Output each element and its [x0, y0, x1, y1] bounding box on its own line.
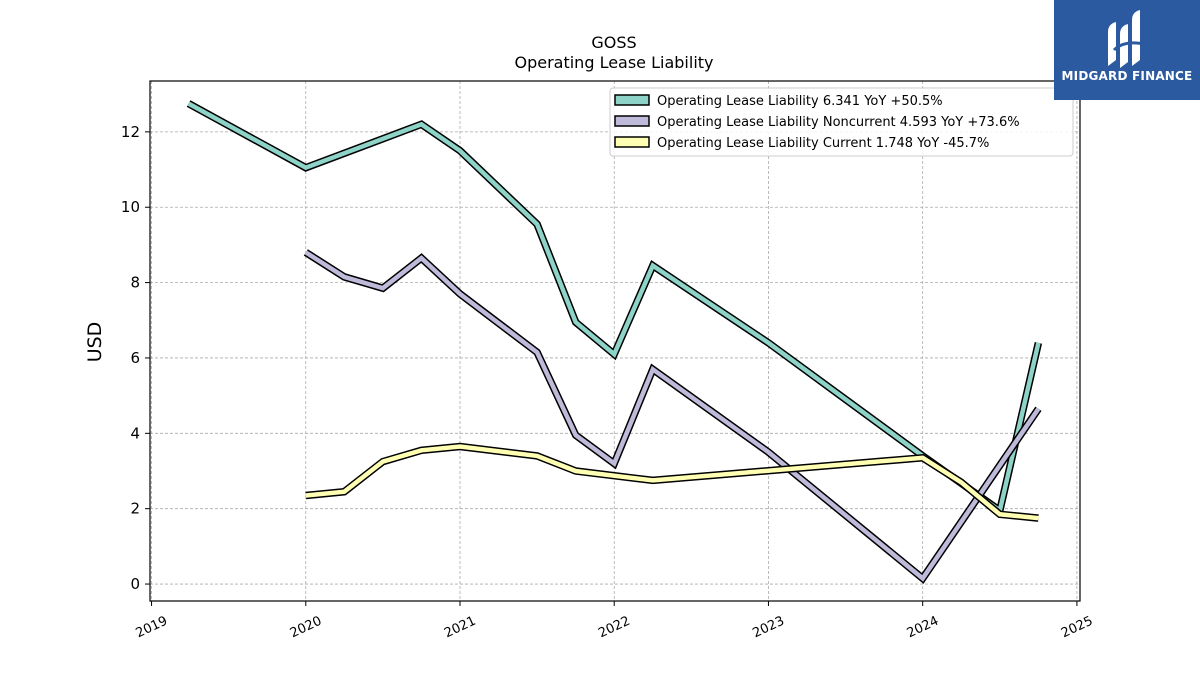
- y-tick-label: 10: [121, 198, 140, 216]
- logo-mark-icon: [1108, 10, 1145, 68]
- y-ticks: 0 2 4 6 8 10 12: [121, 123, 150, 593]
- series-layer: [186, 100, 1043, 584]
- x-ticks: 2019 2020 2021 2022 2023 2024 2025: [134, 601, 1095, 642]
- x-tick-label: 2025: [1059, 614, 1095, 642]
- y-tick-label: 12: [121, 123, 140, 141]
- y-tick-label: 0: [130, 575, 140, 593]
- series-line-outline-1: [303, 249, 1042, 584]
- x-tick-label: 2020: [288, 614, 324, 642]
- brand-name: MIDGARD FINANCE: [1061, 69, 1193, 83]
- chart-subtitle: Operating Lease Liability: [514, 53, 713, 72]
- brand-logo: MIDGARD FINANCE: [1054, 0, 1200, 100]
- y-tick-label: 4: [130, 424, 140, 442]
- series-line-1: [304, 250, 1041, 582]
- legend-label-1: Operating Lease Liability Noncurrent 4.5…: [657, 115, 1020, 130]
- legend-label-2: Operating Lease Liability Current 1.748 …: [657, 136, 989, 151]
- series-line-0: [187, 101, 1041, 515]
- series-line-outline-2: [305, 442, 1039, 522]
- legend-label-0: Operating Lease Liability 6.341 YoY +50.…: [657, 94, 943, 109]
- y-tick-label: 8: [130, 274, 140, 292]
- y-tick-label: 2: [130, 500, 140, 518]
- x-tick-label: 2019: [134, 614, 170, 642]
- y-tick-label: 6: [130, 349, 140, 367]
- x-tick-label: 2024: [905, 614, 941, 642]
- x-tick-label: 2021: [442, 614, 478, 642]
- legend-box: [609, 87, 1074, 157]
- chart-title: GOSS: [591, 33, 636, 52]
- x-tick-label: 2022: [596, 614, 632, 642]
- plot-frame: [149, 80, 1081, 602]
- legend-swatch-0: [614, 94, 650, 106]
- series-line-2: [305, 444, 1039, 521]
- y-axis-label: USD: [84, 322, 106, 363]
- legend: Operating Lease Liability 6.341 YoY +50.…: [609, 87, 1074, 157]
- legend-swatch-2: [614, 136, 650, 148]
- x-tick-label: 2023: [751, 614, 787, 642]
- legend-swatch-1: [614, 115, 650, 127]
